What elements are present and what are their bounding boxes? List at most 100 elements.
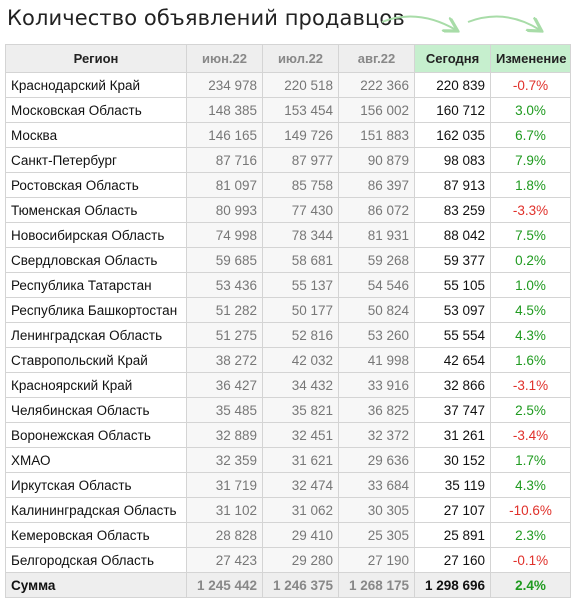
today-cell: 55 554 [414,322,491,348]
jun-cell: 27 423 [186,547,263,573]
table-row: Белгородская Область 27 423 29 280 27 190 27… [5,547,571,573]
table-row: Республика Татарстан 53 436 55 137 54 546 55… [5,272,571,298]
today-cell: 87 913 [414,172,491,198]
change-cell: 1.8% [490,172,571,198]
today-cell: 30 152 [414,447,491,473]
change-cell: 3.0% [490,97,571,123]
today-cell: 35 119 [414,472,491,498]
header-region: Регион [5,44,187,73]
region-cell: ХМАО [5,447,187,473]
arrow-to-today-icon [381,15,456,30]
change-cell: 4.3% [490,472,571,498]
header-row: Регион июн.22 июл.22 авг.22 Сегодня Изме… [5,44,571,73]
page-title: Количество объявлений продавцов [7,6,405,30]
region-cell: Тюменская Область [5,197,187,223]
aug-cell: 25 305 [338,522,415,548]
aug-cell: 41 998 [338,347,415,373]
region-cell: Московская Область [5,97,187,123]
table-row: Новосибирская Область 74 998 78 344 81 931 8… [5,222,571,248]
change-cell: 7.9% [490,147,571,173]
table-row: Краснодарский Край 234 978 220 518 222 366 2… [5,72,571,98]
jul-cell: 29 280 [262,547,339,573]
aug-cell: 86 072 [338,197,415,223]
region-cell: Новосибирская Область [5,222,187,248]
today-cell: 83 259 [414,197,491,223]
aug-cell: 29 636 [338,447,415,473]
region-cell: Ленинградская Область [5,322,187,348]
aug-cell: 90 879 [338,147,415,173]
table-row: Челябинская Область 35 485 35 821 36 825 37 … [5,397,571,423]
aug-cell: 151 883 [338,122,415,148]
aug-cell: 81 931 [338,222,415,248]
today-cell: 31 261 [414,422,491,448]
change-cell: -0.7% [490,72,571,98]
jul-cell: 58 681 [262,247,339,273]
jun-cell: 36 427 [186,372,263,398]
aug-cell: 30 305 [338,497,415,523]
region-cell: Красноярский Край [5,372,187,398]
table-row: Воронежская Область 32 889 32 451 32 372 31 … [5,422,571,448]
table-row: Иркутская Область 31 719 32 474 33 684 35 11… [5,472,571,498]
jun-cell: 51 275 [186,322,263,348]
jun-cell: 80 993 [186,197,263,223]
today-cell: 55 105 [414,272,491,298]
table-row: Ленинградская Область 51 275 52 816 53 260 5… [5,322,571,348]
region-cell: Санкт-Петербург [5,147,187,173]
region-cell: Челябинская Область [5,397,187,423]
region-cell: Кемеровская Область [5,522,187,548]
aug-cell: 53 260 [338,322,415,348]
jul-cell: 52 816 [262,322,339,348]
jul-cell: 31 062 [262,497,339,523]
jul-cell: 34 432 [262,372,339,398]
table-row: Московская Область 148 385 153 454 156 002 1… [5,97,571,123]
jun-cell: 35 485 [186,397,263,423]
header-change: Изменение [490,44,571,73]
today-cell: 98 083 [414,147,491,173]
region-cell: Ростовская Область [5,172,187,198]
aug-cell: 27 190 [338,547,415,573]
jun-cell: 32 889 [186,422,263,448]
table-row: Красноярский Край 36 427 34 432 33 916 32 86… [5,372,571,398]
jun-cell: 32 359 [186,447,263,473]
jun-cell: 74 998 [186,222,263,248]
change-cell: 0.2% [490,247,571,273]
jul-cell: 35 821 [262,397,339,423]
jul-cell: 85 758 [262,172,339,198]
today-cell: 220 839 [414,72,491,98]
table-row: Москва 146 165 149 726 151 883 162 035 6.7% [5,122,571,148]
jun-cell: 146 165 [186,122,263,148]
jun-cell: 59 685 [186,247,263,273]
jun-cell: 31 719 [186,472,263,498]
today-cell: 59 377 [414,247,491,273]
aug-cell: 54 546 [338,272,415,298]
aug-cell: 36 825 [338,397,415,423]
change-cell: 4.3% [490,322,571,348]
jul-cell: 42 032 [262,347,339,373]
change-cell: 6.7% [490,122,571,148]
total-aug: 1 268 175 [338,572,415,598]
jun-cell: 148 385 [186,97,263,123]
table-row: Тюменская Область 80 993 77 430 86 072 83 25… [5,197,571,223]
jun-cell: 31 102 [186,497,263,523]
jul-cell: 87 977 [262,147,339,173]
header-jul: июл.22 [262,44,339,73]
arrow-to-change-icon [467,15,540,30]
jun-cell: 81 097 [186,172,263,198]
region-cell: Калининградская Область [5,497,187,523]
table-row: Свердловская Область 59 685 58 681 59 268 59… [5,247,571,273]
region-cell: Белгородская Область [5,547,187,573]
change-cell: 1.7% [490,447,571,473]
table-row: Кемеровская Область 28 828 29 410 25 305 25 … [5,522,571,548]
jun-cell: 38 272 [186,347,263,373]
jul-cell: 220 518 [262,72,339,98]
total-row: Сумма 1 245 442 1 246 375 1 268 175 1 29… [5,572,571,598]
table-row: Ставропольский Край 38 272 42 032 41 998 42 … [5,347,571,373]
jul-cell: 32 451 [262,422,339,448]
change-cell: -3.4% [490,422,571,448]
jul-cell: 32 474 [262,472,339,498]
today-cell: 160 712 [414,97,491,123]
aug-cell: 156 002 [338,97,415,123]
region-cell: Краснодарский Край [5,72,187,98]
today-cell: 162 035 [414,122,491,148]
table-row: Калининградская Область 31 102 31 062 30 30… [5,497,571,523]
